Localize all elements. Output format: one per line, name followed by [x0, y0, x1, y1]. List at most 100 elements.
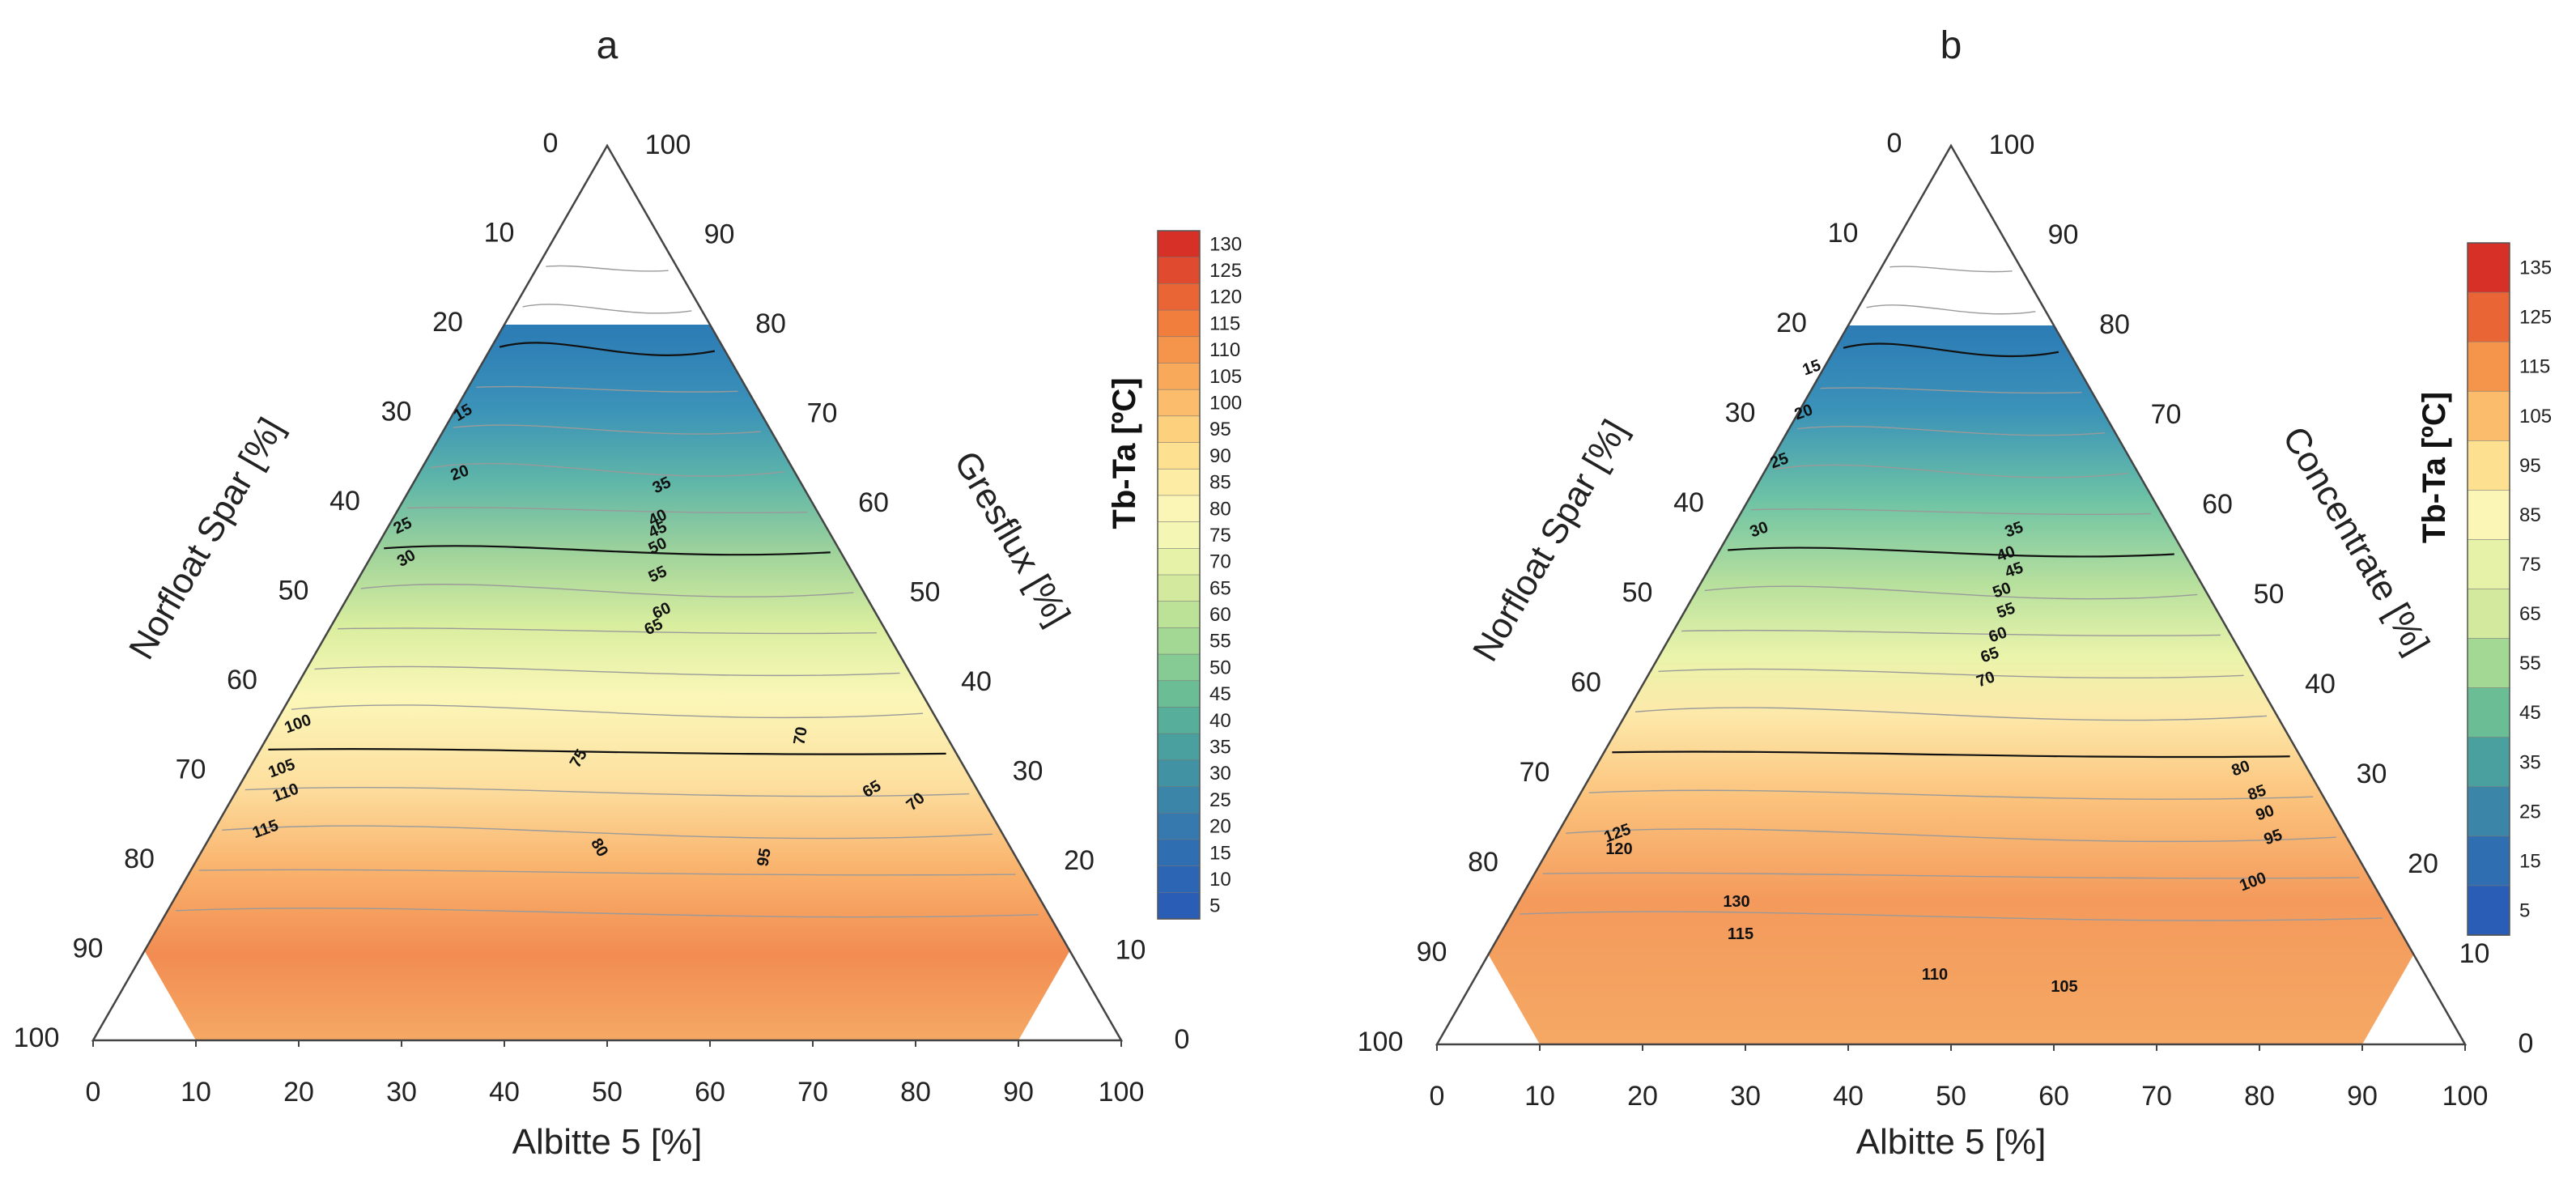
colorbar-tick-label: 60: [1209, 604, 1231, 626]
colorbar-title: Tb-Ta [ºC]: [1107, 377, 1142, 529]
colorbar-tick-label: 125: [1209, 260, 1242, 282]
colorbar-tick-label: 75: [1209, 525, 1231, 546]
bottom-tick-label: 70: [2141, 1081, 2172, 1112]
contour-line: [1612, 750, 2290, 759]
right-tick-label: 90: [2048, 219, 2079, 250]
colorbar-frame: [1157, 230, 1201, 920]
contour-line: [406, 507, 808, 513]
bottom-tick-label: 30: [386, 1077, 417, 1108]
colorbar-tick-label: 90: [1209, 445, 1231, 467]
colorbar-tick-label: 100: [1209, 393, 1242, 415]
contour-line: [1658, 668, 2244, 679]
colorbar-tick-label: 45: [1209, 683, 1231, 705]
colorbar-tick-label: 115: [1209, 313, 1240, 334]
contour-line: [1728, 546, 2174, 558]
colorbar-tick-label: 5: [1209, 895, 1220, 917]
colorbar-swatch: [2467, 786, 2510, 837]
colorbar-tick-label: 120: [1209, 287, 1242, 308]
colorbar-swatch: [1157, 309, 1201, 338]
left-tick-label: 50: [1622, 577, 1653, 608]
contour-line: [268, 748, 946, 755]
colorbar-tick-label: 10: [1209, 869, 1231, 891]
colorbar-swatch: [1157, 680, 1201, 708]
colorbar-swatch: [2467, 490, 2510, 541]
colorbar-title: Tb-Ta [ºC]: [2417, 392, 2452, 543]
bottom-tick-label: 100: [1099, 1077, 1145, 1108]
colorbar-tick-label: 105: [2519, 406, 2552, 427]
bottom-tick-label: 50: [592, 1077, 623, 1108]
left-tick-label: 100: [1358, 1027, 1404, 1057]
left-tick-label: 90: [1417, 937, 1447, 967]
contour-line: [1843, 342, 2060, 358]
colorbar-swatch: [1157, 548, 1201, 576]
right-tick-label: 30: [2357, 759, 2387, 789]
contour-line: [1634, 707, 2268, 721]
colorbar-swatch: [1157, 601, 1201, 629]
right-tick-label: 0: [2519, 1028, 2534, 1059]
right-tick-label: 20: [1064, 845, 1095, 876]
colorbar-tick-label: 50: [1209, 657, 1231, 678]
colorbar-swatch: [2467, 291, 2510, 342]
left-tick-label: 30: [1725, 398, 1756, 428]
right-tick-label: 90: [704, 219, 735, 250]
right-tick-label: 40: [961, 666, 992, 697]
contour-line: [1820, 387, 2082, 394]
colorbar-tick-label: 115: [2519, 356, 2550, 378]
colorbar-tick-label: 35: [1209, 737, 1231, 759]
contour-line: [314, 665, 900, 677]
bottom-tick-label: 90: [1003, 1077, 1034, 1108]
left-tick-label: 0: [1887, 128, 1902, 159]
right-tick-label: 50: [2254, 579, 2285, 610]
bottom-tick-label: 40: [489, 1077, 520, 1108]
left-tick-label: 0: [543, 128, 559, 159]
bottom-tick-label: 20: [283, 1077, 314, 1108]
colorbar-tick-label: 70: [1209, 551, 1231, 573]
right-axis-label: Concentrate [%]: [2275, 420, 2437, 661]
left-tick-label: 30: [381, 397, 412, 427]
contour-line: [1704, 585, 2198, 600]
colorbar-tick-label: 105: [1209, 366, 1242, 388]
colorbar-swatch: [1157, 415, 1201, 444]
contour-line: [1520, 911, 2383, 921]
colorbar-swatch: [1157, 495, 1201, 523]
colorbar-tick-label: 15: [1209, 842, 1231, 864]
contour-label: 70: [790, 725, 811, 746]
colorbar-tick-label: 5: [2519, 899, 2530, 921]
right-tick-label: 0: [1175, 1024, 1190, 1055]
contour-label: 105: [2051, 978, 2077, 996]
ternary-panel-a: 0 0 0 10 10 10 20 20 20 30 30 30 40 40 40 50 50 50 60 60 60 7…: [14, 24, 1242, 1162]
colorbar-swatch: [1157, 336, 1201, 364]
colorbar-swatch: [2467, 589, 2510, 640]
bottom-tick-label: 60: [2038, 1081, 2069, 1112]
colorbar-tick-label: 25: [2519, 801, 2541, 823]
colorbar-tick-label: 25: [1209, 789, 1231, 811]
contour-line: [244, 786, 970, 797]
colorbar-tick-label: 65: [1209, 577, 1231, 599]
colorbar-swatch: [1157, 468, 1201, 496]
contour-line: [1750, 508, 2152, 516]
left-tick-label: 60: [227, 665, 257, 695]
bottom-tick-label: 10: [1524, 1081, 1555, 1112]
left-tick-label: 90: [73, 933, 104, 964]
colorbar-tick-label: 135: [2519, 257, 2552, 279]
contour-line: [1566, 828, 2336, 843]
left-tick-label: 40: [329, 486, 360, 517]
left-tick-label: 40: [1673, 487, 1704, 518]
colorbar-swatch: [1157, 865, 1201, 894]
left-axis-label: Norfloat Spar [%]: [1465, 413, 1635, 668]
bottom-tick-label: 0: [1430, 1081, 1445, 1112]
contour-line: [1796, 426, 2106, 436]
colorbar-tick-label: 85: [2519, 504, 2541, 526]
left-tick-label: 20: [432, 307, 463, 338]
colorbar-swatch: [1157, 786, 1201, 814]
right-tick-label: 60: [2202, 489, 2233, 520]
right-tick-label: 20: [2408, 848, 2438, 879]
bottom-axis-label: Albitte 5 [%]: [1856, 1122, 2047, 1162]
contour-label: 95: [754, 847, 775, 868]
contour-line: [546, 265, 669, 272]
contour-line: [176, 908, 1039, 918]
panel-title: b: [1941, 24, 1962, 67]
colorbar-swatch: [2467, 390, 2510, 442]
colorbar-swatch: [1157, 812, 1201, 840]
